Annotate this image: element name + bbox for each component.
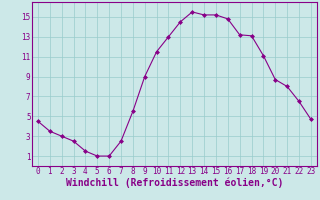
X-axis label: Windchill (Refroidissement éolien,°C): Windchill (Refroidissement éolien,°C) bbox=[66, 178, 283, 188]
